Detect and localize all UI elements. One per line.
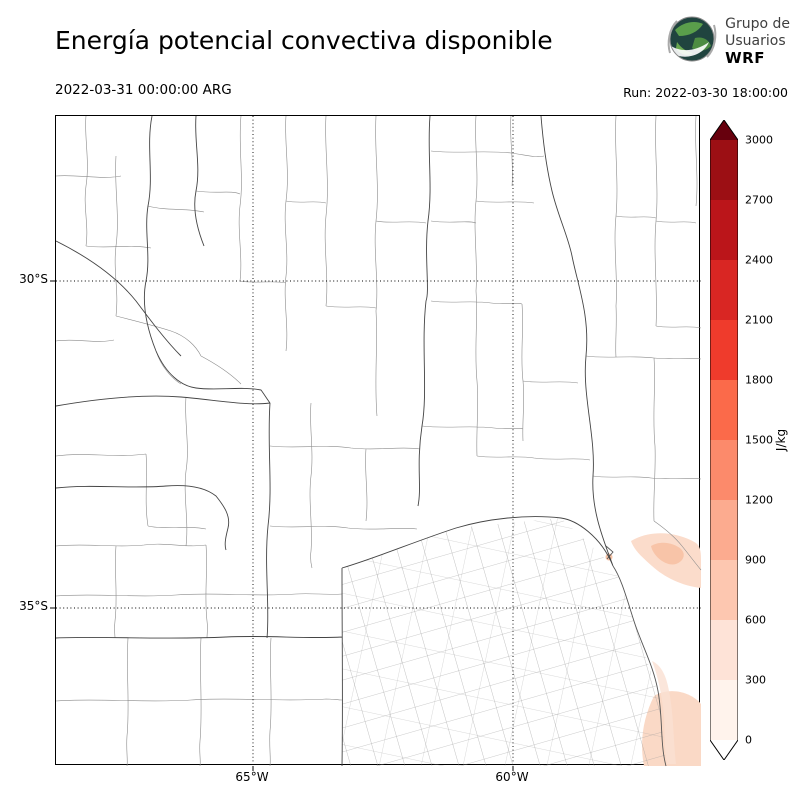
wrf-globe-icon — [665, 12, 719, 70]
valid-time-label: 2022-03-31 00:00:00 ARG — [55, 82, 232, 98]
colorbar-tick-label: 1200 — [745, 493, 773, 507]
colorbar-tick-labels: 3000 2700 2400 2100 1800 1500 1200 900 600 300 0 — [745, 120, 785, 760]
wrf-logo-text: Grupo de Usuarios WRF — [725, 16, 790, 67]
colorbar-tick-label: 300 — [745, 673, 766, 687]
coastline — [605, 545, 667, 767]
lat-tick-label-30s: 30°S — [19, 272, 48, 286]
colorbar-tick-label: 2700 — [745, 193, 773, 207]
run-time-label: Run: 2022-03-30 18:00:00 — [623, 85, 788, 100]
lon-tick-label-60w: 60°W — [495, 770, 529, 784]
map-frame — [50, 115, 702, 771]
colorbar-tick-label: 3000 — [745, 133, 773, 147]
logo-wrf-label: WRF — [725, 48, 765, 67]
page-title: Energía potencial convectiva disponible — [55, 26, 553, 55]
lon-tick-label-65w: 65°W — [235, 770, 269, 784]
colorbar-tick-label: 2100 — [745, 313, 773, 327]
colorbar-tick-label: 2400 — [745, 253, 773, 267]
colorbar-tick-label: 1500 — [745, 433, 773, 447]
colorbar-tick-label: 0 — [745, 733, 752, 747]
colorbar-tick-label: 600 — [745, 613, 766, 627]
graticule-gridlines — [56, 116, 701, 766]
province-boundaries — [55, 115, 614, 767]
map-canvas — [50, 115, 702, 771]
wrf-logo: Grupo de Usuarios WRF — [665, 12, 790, 70]
colorbar-tick-label: 1800 — [745, 373, 773, 387]
colorbar — [709, 119, 739, 761]
axis-tick-marks — [50, 280, 514, 771]
colorbar-tick-label: 900 — [745, 553, 766, 567]
logo-line-2: Usuarios — [725, 32, 786, 49]
lat-tick-label-35s: 35°S — [19, 599, 48, 613]
department-boundaries — [55, 115, 702, 767]
logo-line-1: Grupo de — [725, 15, 790, 32]
colorbar-unit-label: J/kg — [774, 428, 788, 452]
